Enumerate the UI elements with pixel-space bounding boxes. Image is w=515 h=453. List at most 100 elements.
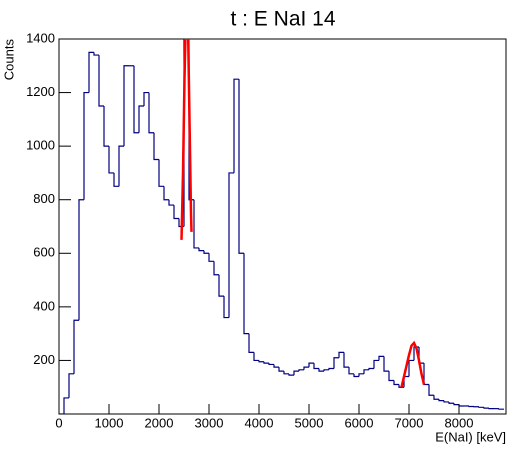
histogram-step	[143, 91, 149, 106]
histogram-step	[303, 366, 309, 370]
histogram-step	[388, 371, 394, 382]
y-tick-label: 1000	[26, 138, 55, 153]
histogram-step	[113, 172, 119, 187]
histogram-step	[158, 159, 164, 187]
histogram-step	[338, 351, 344, 358]
y-tick-label: 1200	[26, 84, 55, 99]
histogram-step	[208, 253, 214, 262]
histogram-step	[378, 355, 384, 361]
histogram-step	[283, 371, 289, 375]
x-tick-label: 8000	[445, 415, 474, 430]
histogram-step	[343, 352, 349, 368]
histogram-step	[133, 65, 139, 134]
histogram-step	[498, 408, 504, 410]
histogram-step	[108, 146, 114, 174]
histogram-step	[323, 369, 329, 372]
histogram-step	[313, 363, 319, 370]
histogram-step	[483, 407, 489, 409]
histogram-step	[328, 367, 334, 370]
x-axis-label: E(NaI) [keV]	[435, 429, 506, 444]
plot-area	[59, 39, 504, 414]
x-tick-label: 2000	[145, 415, 174, 430]
x-tick-label: 1000	[95, 415, 124, 430]
histogram-step	[123, 65, 129, 147]
fit-curve	[180, 39, 193, 240]
histogram-step	[218, 274, 224, 297]
histogram-step	[193, 199, 199, 249]
histogram-step	[368, 367, 374, 370]
histogram-step	[78, 199, 84, 321]
histogram-step	[68, 373, 74, 398]
histogram-step	[203, 250, 209, 254]
fit-curve	[400, 340, 426, 388]
histogram-step	[258, 360, 264, 363]
histogram-step	[173, 205, 179, 220]
histogram-step	[278, 367, 284, 372]
plot-frame	[58, 38, 507, 415]
y-tick-label: 1400	[26, 30, 55, 45]
histogram-step	[138, 105, 144, 133]
histogram-step	[168, 199, 174, 206]
histogram-step	[488, 408, 494, 410]
histogram-step	[163, 186, 169, 201]
histogram-step	[428, 384, 434, 396]
histogram-step	[148, 92, 154, 134]
histogram-step	[288, 373, 294, 376]
y-tick-label: 800	[33, 191, 55, 206]
histogram-step	[393, 380, 399, 386]
histogram-step	[273, 364, 279, 368]
histogram-step	[433, 395, 439, 400]
chart-title: t : E NaI 14	[230, 8, 335, 31]
histogram-step	[93, 52, 99, 56]
histogram-step	[333, 357, 339, 369]
histogram-step	[468, 405, 474, 408]
histogram-step	[318, 368, 324, 372]
y-axis-label: Counts	[1, 39, 16, 81]
histogram-step	[423, 363, 429, 386]
histogram-step	[83, 91, 89, 200]
y-tick-label: 400	[33, 298, 55, 313]
histogram-step	[228, 172, 234, 318]
histogram-step	[238, 79, 244, 254]
x-tick-label: 7000	[395, 415, 424, 430]
histogram-step	[253, 352, 259, 362]
histogram-step	[443, 400, 449, 403]
histogram-step	[268, 363, 274, 366]
histogram-step	[223, 296, 229, 319]
x-tick-label: 6000	[345, 415, 374, 430]
histogram-step	[248, 333, 254, 353]
histogram-step	[308, 362, 314, 368]
histogram-step	[243, 253, 249, 335]
histogram-step	[353, 373, 359, 378]
histogram-step	[198, 247, 204, 252]
y-tick-label: 600	[33, 245, 55, 260]
histogram-step	[263, 361, 269, 364]
histogram-step	[383, 356, 389, 372]
x-tick-label: 5000	[295, 415, 324, 430]
x-tick-label: 3000	[195, 415, 224, 430]
histogram-step	[348, 367, 354, 375]
histogram-step	[438, 399, 444, 402]
histogram-step	[118, 145, 124, 187]
histogram-step	[88, 51, 94, 93]
histogram-step	[213, 261, 219, 276]
histogram-step	[103, 105, 109, 147]
histogram-step	[98, 55, 104, 107]
x-tick-label: 0	[55, 415, 62, 430]
histogram-step	[413, 346, 419, 361]
histogram-step	[73, 319, 79, 374]
histogram-step	[63, 397, 69, 414]
histogram-step	[448, 401, 454, 404]
x-tick-label: 4000	[245, 415, 274, 430]
histogram-step	[363, 369, 369, 374]
histogram-step	[358, 373, 364, 377]
histogram-step	[298, 369, 304, 372]
y-tick-label: 200	[33, 352, 55, 367]
histogram-step	[153, 132, 159, 161]
histogram-step	[453, 403, 459, 406]
histogram-step	[478, 406, 484, 408]
histogram-step	[293, 370, 299, 376]
histogram-step	[233, 78, 239, 173]
